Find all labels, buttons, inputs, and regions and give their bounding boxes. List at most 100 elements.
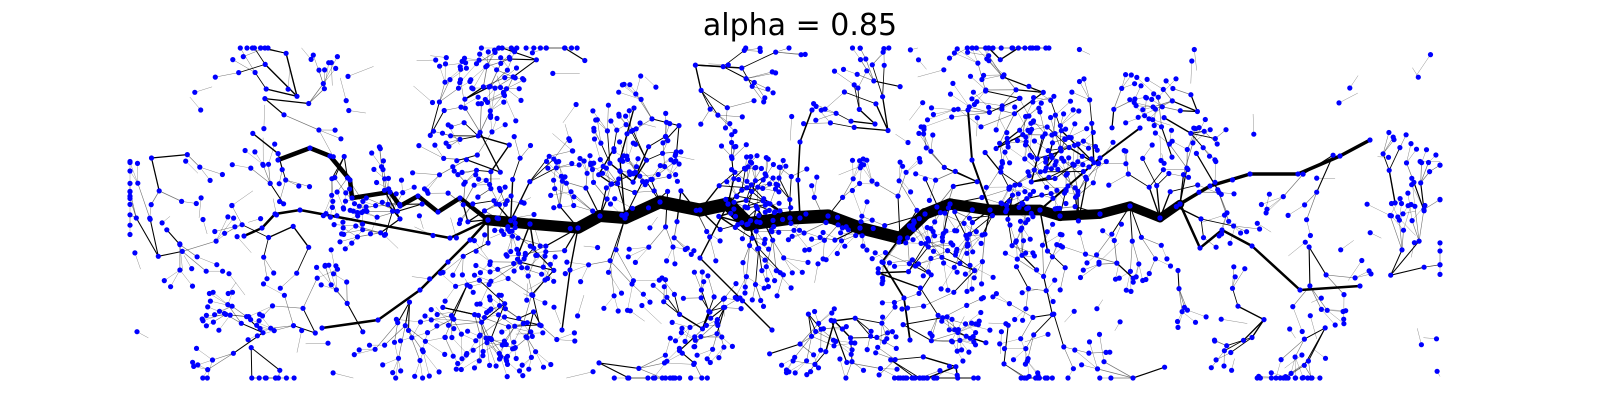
edge: [307, 145, 333, 159]
edge: [882, 64, 885, 98]
node: [1207, 127, 1213, 133]
node: [477, 270, 483, 276]
node: [1386, 167, 1392, 173]
edge: [929, 179, 936, 201]
edge: [451, 284, 468, 317]
edge: [1074, 349, 1098, 370]
node: [964, 45, 970, 51]
node: [204, 375, 210, 381]
node: [533, 57, 540, 63]
edge: [716, 306, 726, 335]
node: [1388, 272, 1394, 278]
node: [1169, 138, 1175, 144]
node: [906, 261, 913, 267]
node: [1308, 375, 1314, 381]
node: [791, 227, 797, 233]
edge: [666, 296, 681, 315]
node: [1231, 191, 1237, 197]
edge: [1326, 310, 1344, 312]
edge: [511, 230, 531, 247]
node: [1034, 267, 1040, 273]
edge: [699, 208, 735, 211]
edge: [561, 269, 571, 331]
edge: [287, 70, 290, 90]
node: [636, 365, 642, 371]
edge: [253, 47, 266, 65]
node: [1026, 83, 1032, 89]
edge: [1144, 97, 1147, 116]
node: [769, 69, 775, 75]
node: [833, 338, 839, 344]
edge: [1214, 179, 1233, 183]
edge: [1014, 169, 1035, 186]
node: [1003, 321, 1009, 327]
node: [239, 222, 245, 228]
node: [955, 327, 962, 333]
node: [133, 215, 139, 221]
node: [731, 199, 737, 205]
edge: [972, 47, 979, 64]
node: [1162, 364, 1168, 370]
edge: [451, 337, 467, 354]
node: [453, 283, 459, 289]
node: [617, 139, 623, 145]
node: [488, 169, 494, 175]
edge: [741, 168, 746, 191]
node: [484, 99, 491, 105]
node: [231, 215, 237, 221]
node: [1110, 139, 1116, 145]
node: [1232, 274, 1238, 280]
node: [487, 362, 493, 368]
edge: [913, 220, 926, 244]
node: [647, 299, 653, 305]
node: [838, 238, 845, 244]
edge: [342, 227, 358, 238]
edge: [1098, 262, 1118, 265]
node: [673, 158, 679, 164]
node: [1302, 202, 1308, 208]
edge: [1403, 204, 1412, 231]
edge: [1390, 266, 1425, 276]
node: [914, 207, 920, 213]
node: [969, 207, 975, 213]
edge: [336, 191, 344, 208]
node: [524, 265, 530, 271]
edge: [535, 351, 551, 365]
node: [1123, 120, 1129, 126]
node: [691, 248, 697, 254]
node: [863, 56, 869, 62]
node: [1388, 200, 1395, 207]
edge: [742, 245, 750, 263]
edge: [150, 190, 160, 205]
node: [880, 314, 886, 320]
node: [1330, 152, 1336, 158]
edge: [158, 190, 182, 202]
node: [1106, 182, 1112, 188]
node: [806, 247, 812, 253]
node: [924, 117, 931, 123]
node: [205, 304, 211, 310]
node: [471, 365, 478, 371]
edge: [706, 231, 721, 242]
edge: [700, 89, 719, 116]
node: [801, 121, 807, 127]
node: [1052, 162, 1058, 168]
edge: [614, 198, 633, 209]
edge: [263, 256, 274, 274]
node: [1094, 147, 1100, 153]
node: [630, 179, 636, 185]
edge: [783, 257, 793, 274]
node: [952, 168, 958, 174]
node: [1017, 127, 1023, 133]
edge: [1098, 243, 1119, 263]
node: [917, 285, 924, 291]
node: [1129, 238, 1135, 244]
edge: [1294, 356, 1304, 378]
node: [557, 203, 563, 209]
node: [944, 314, 950, 320]
node: [393, 191, 399, 197]
edge: [198, 197, 202, 218]
node: [734, 194, 740, 200]
node: [194, 254, 200, 260]
node: [1287, 326, 1293, 332]
